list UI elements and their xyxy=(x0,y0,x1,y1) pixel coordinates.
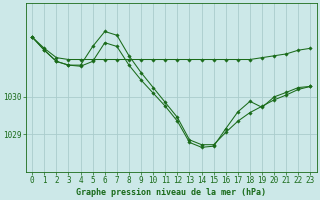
X-axis label: Graphe pression niveau de la mer (hPa): Graphe pression niveau de la mer (hPa) xyxy=(76,188,266,197)
